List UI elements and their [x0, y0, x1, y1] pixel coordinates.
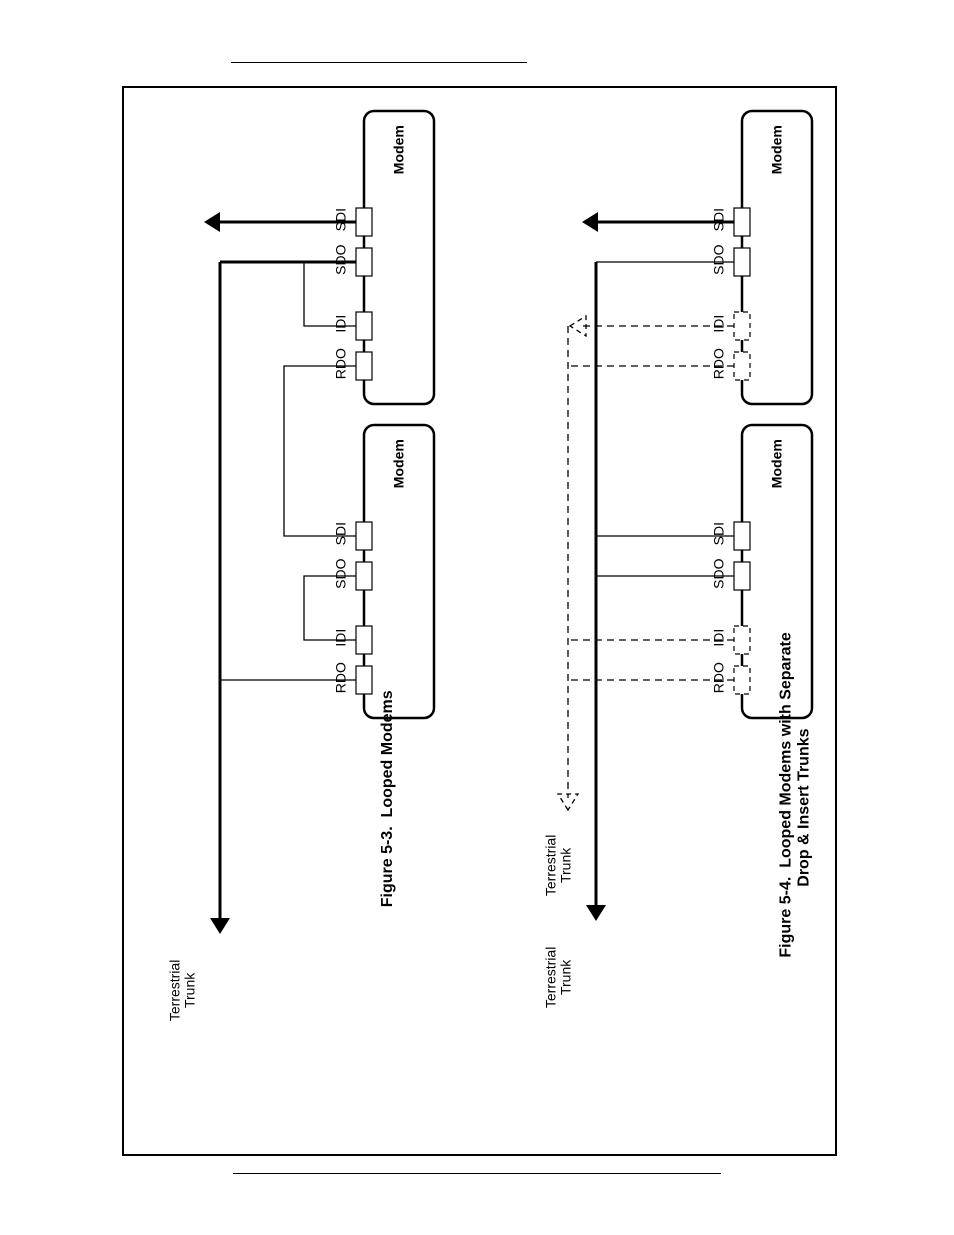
figure-caption: Figure 5-4. Looped Modems with Separate …: [777, 658, 812, 958]
modem-label: Modem: [391, 314, 406, 614]
diagram-svg: [0, 0, 954, 1235]
page: ModemSDISDOIDIRDOModemSDISDOIDIRDOTerres…: [0, 0, 954, 1235]
trunk-label: Terrestrial Trunk: [544, 715, 575, 1015]
modem-label: Modem: [769, 314, 784, 614]
trunk-label: Terrestrial Trunk: [168, 840, 199, 1140]
port-label-rdo: RDO: [333, 528, 348, 828]
modem-label: Modem: [769, 0, 784, 300]
port-label-rdo: RDO: [711, 528, 726, 828]
modem-label: Modem: [391, 0, 406, 300]
figure-caption: Figure 5-3. Looped Modems: [379, 649, 397, 949]
